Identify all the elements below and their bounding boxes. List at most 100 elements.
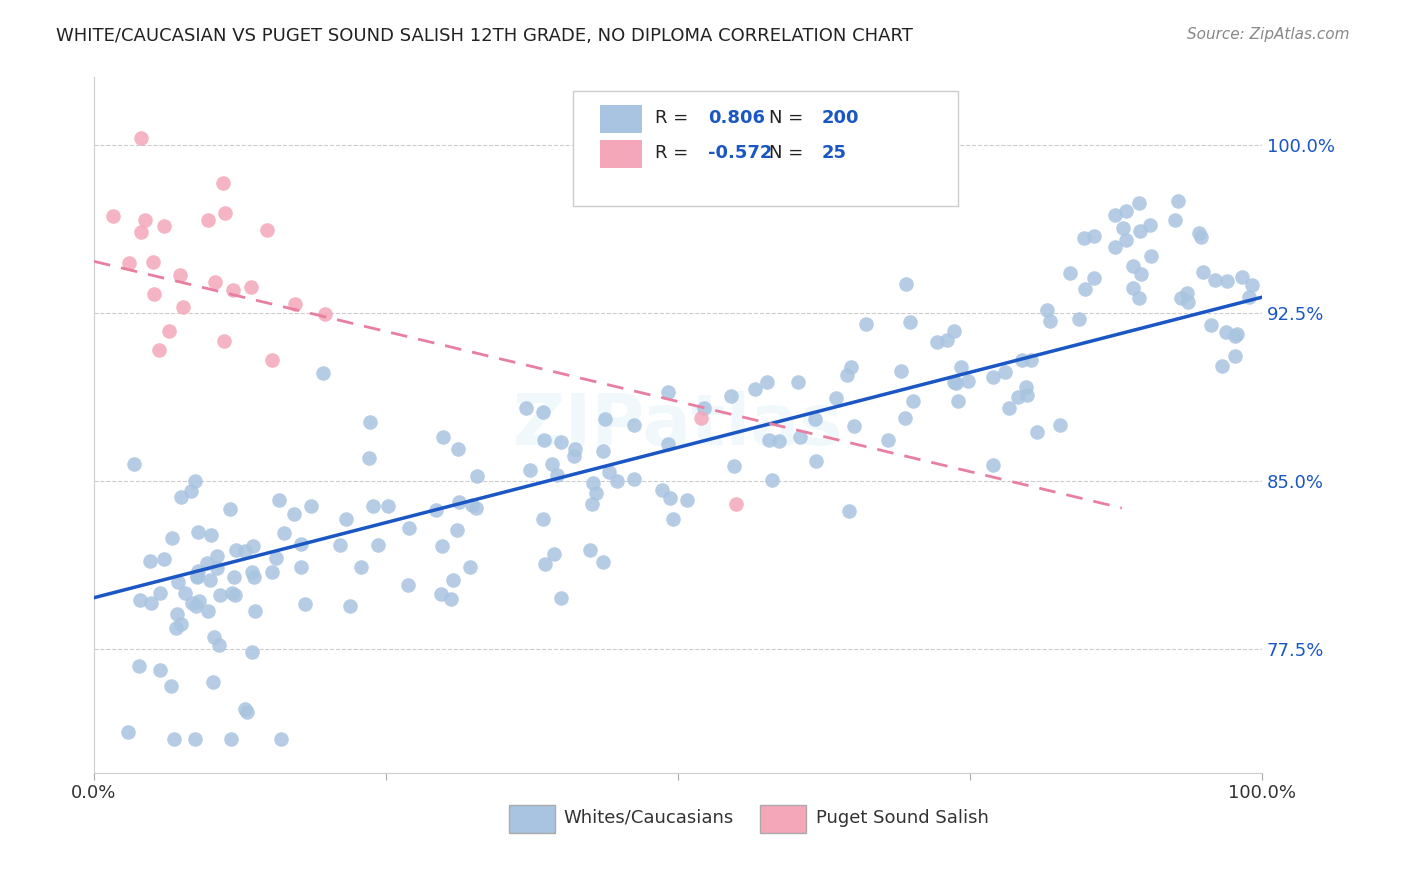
Point xyxy=(314,307,336,321)
Point xyxy=(657,436,679,450)
Point xyxy=(201,674,224,689)
Text: 200: 200 xyxy=(821,109,859,127)
Point xyxy=(188,594,211,608)
Point xyxy=(465,468,488,483)
Point xyxy=(222,283,245,297)
Point xyxy=(998,401,1021,415)
Point xyxy=(157,324,180,338)
Point xyxy=(170,616,193,631)
Point xyxy=(166,607,188,621)
Point xyxy=(1129,223,1152,237)
Point xyxy=(432,430,454,444)
Point xyxy=(172,301,194,315)
Point xyxy=(1073,231,1095,245)
Point xyxy=(439,591,461,606)
Point xyxy=(1211,359,1233,373)
Point xyxy=(690,411,713,425)
Point xyxy=(925,334,948,349)
Point xyxy=(197,604,219,618)
Point xyxy=(585,486,607,500)
Point xyxy=(1067,312,1090,326)
Point xyxy=(755,376,778,390)
Text: Puget Sound Salish: Puget Sound Salish xyxy=(815,809,988,827)
Point xyxy=(877,433,900,447)
Point xyxy=(186,569,208,583)
Point xyxy=(1164,213,1187,227)
Point xyxy=(367,537,389,551)
Point xyxy=(208,638,231,652)
Point xyxy=(187,525,209,540)
Point xyxy=(284,297,307,311)
Point xyxy=(519,463,541,477)
FancyBboxPatch shape xyxy=(600,105,641,133)
Point xyxy=(531,405,554,419)
Point xyxy=(134,212,156,227)
Point xyxy=(350,559,373,574)
Point xyxy=(339,599,361,613)
Point xyxy=(1199,318,1222,332)
Point xyxy=(606,474,628,488)
Point xyxy=(260,353,283,368)
Point xyxy=(758,433,780,447)
Point xyxy=(198,573,221,587)
Point xyxy=(236,705,259,719)
Point xyxy=(269,492,291,507)
Point xyxy=(1223,329,1246,343)
Point xyxy=(221,586,243,600)
Point xyxy=(1139,218,1161,232)
Point xyxy=(141,596,163,610)
Point xyxy=(592,443,614,458)
Point xyxy=(184,475,207,489)
Point xyxy=(169,268,191,282)
Point xyxy=(956,374,979,388)
Text: -0.572: -0.572 xyxy=(709,144,773,161)
Point xyxy=(1074,282,1097,296)
Point xyxy=(1122,260,1144,274)
Point xyxy=(761,473,783,487)
Point xyxy=(299,500,322,514)
Point xyxy=(657,385,679,400)
Point xyxy=(212,176,235,190)
Point xyxy=(212,334,235,348)
Point xyxy=(139,554,162,568)
Point xyxy=(204,275,226,289)
Text: WHITE/CAUCASIAN VS PUGET SOUND SALISH 12TH GRADE, NO DIPLOMA CORRELATION CHART: WHITE/CAUCASIAN VS PUGET SOUND SALISH 12… xyxy=(56,27,912,45)
Point xyxy=(894,411,917,425)
Point xyxy=(180,483,202,498)
Point xyxy=(839,360,862,375)
Point xyxy=(659,491,682,505)
Point xyxy=(1241,277,1264,292)
Point xyxy=(273,526,295,541)
Point xyxy=(260,566,283,580)
Point xyxy=(593,412,616,426)
Point xyxy=(290,559,312,574)
Point xyxy=(598,465,620,479)
Point xyxy=(335,512,357,526)
Point xyxy=(1026,425,1049,440)
Point xyxy=(1192,265,1215,279)
Point xyxy=(546,467,568,482)
Point xyxy=(460,560,482,574)
Point xyxy=(240,565,263,579)
Point xyxy=(214,205,236,219)
Point xyxy=(1115,203,1137,218)
Point xyxy=(117,725,139,739)
Point xyxy=(651,483,673,497)
Point xyxy=(165,621,187,635)
Point xyxy=(1039,314,1062,328)
Point xyxy=(312,366,335,380)
Point xyxy=(898,315,921,329)
Point xyxy=(1175,285,1198,300)
Point xyxy=(396,578,419,592)
Text: Whites/Caucasians: Whites/Caucasians xyxy=(564,809,734,827)
Point xyxy=(1230,270,1253,285)
Point xyxy=(981,458,1004,472)
Point xyxy=(981,370,1004,384)
Point xyxy=(148,343,170,358)
Point xyxy=(186,599,208,613)
Point xyxy=(1188,227,1211,241)
Point xyxy=(170,490,193,504)
Point xyxy=(294,597,316,611)
Point xyxy=(129,225,152,239)
Point xyxy=(835,368,858,382)
